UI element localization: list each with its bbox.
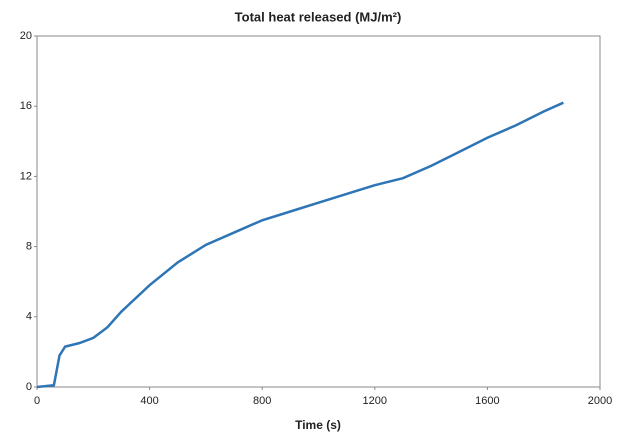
chart-title: Total heat released (MJ/m²) — [235, 9, 402, 24]
y-tick-label: 0 — [26, 381, 32, 393]
x-axis-label: Time (s) — [295, 418, 341, 432]
x-tick-label: 1600 — [475, 395, 499, 407]
y-tick-label: 16 — [20, 100, 32, 112]
x-tick-label: 1200 — [363, 395, 387, 407]
x-tick-label: 0 — [34, 395, 40, 407]
y-tick-label: 12 — [20, 170, 32, 182]
x-tick-label: 2000 — [588, 395, 612, 407]
plot-frame — [36, 35, 601, 388]
x-tick-label: 400 — [140, 395, 158, 407]
y-tick-label: 20 — [20, 30, 32, 42]
y-tick-label: 8 — [26, 241, 32, 253]
data-line — [36, 101, 564, 389]
x-tick-label: 800 — [253, 395, 271, 407]
y-tick-label: 4 — [26, 311, 32, 323]
